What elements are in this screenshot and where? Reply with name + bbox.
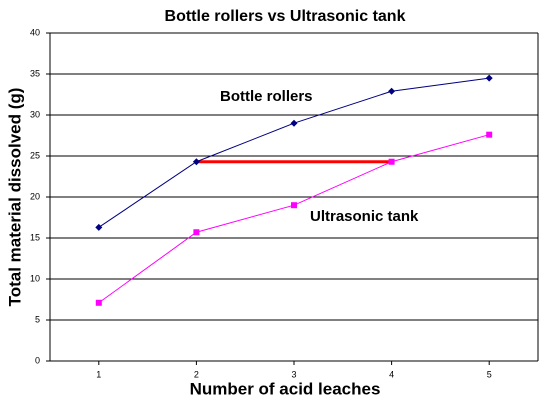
- y-tick-label: 5: [35, 314, 40, 324]
- x-tick-label: 3: [291, 369, 296, 379]
- y-tick-label: 25: [30, 150, 40, 160]
- marker: [95, 223, 103, 231]
- y-tick-label: 35: [30, 68, 40, 78]
- x-tick-label: 2: [194, 369, 199, 379]
- marker: [485, 74, 493, 82]
- marker: [388, 158, 395, 165]
- y-axis-label: Total material dissolved (g): [5, 88, 24, 307]
- x-tick-label: 1: [96, 369, 101, 379]
- x-axis-label: Number of acid leaches: [190, 379, 381, 398]
- y-tick-label: 40: [30, 27, 40, 37]
- y-tick-label: 0: [35, 355, 40, 365]
- chart-title: Bottle rollers vs Ultrasonic tank: [165, 8, 406, 25]
- series-label: Ultrasonic tank: [310, 208, 419, 225]
- y-tick-label: 10: [30, 273, 40, 283]
- x-tick-label: 5: [487, 369, 492, 379]
- marker: [290, 119, 298, 127]
- series-label: Bottle rollers: [220, 88, 313, 105]
- x-tick-label: 4: [389, 369, 394, 379]
- y-tick-label: 20: [30, 191, 40, 201]
- marker: [192, 158, 200, 166]
- marker: [486, 131, 493, 138]
- marker: [95, 299, 102, 306]
- marker: [291, 202, 297, 209]
- y-tick-label: 30: [30, 109, 40, 119]
- series-line: [98, 134, 490, 304]
- marker: [388, 87, 396, 95]
- marker: [193, 229, 200, 236]
- y-tick-label: 15: [30, 232, 40, 242]
